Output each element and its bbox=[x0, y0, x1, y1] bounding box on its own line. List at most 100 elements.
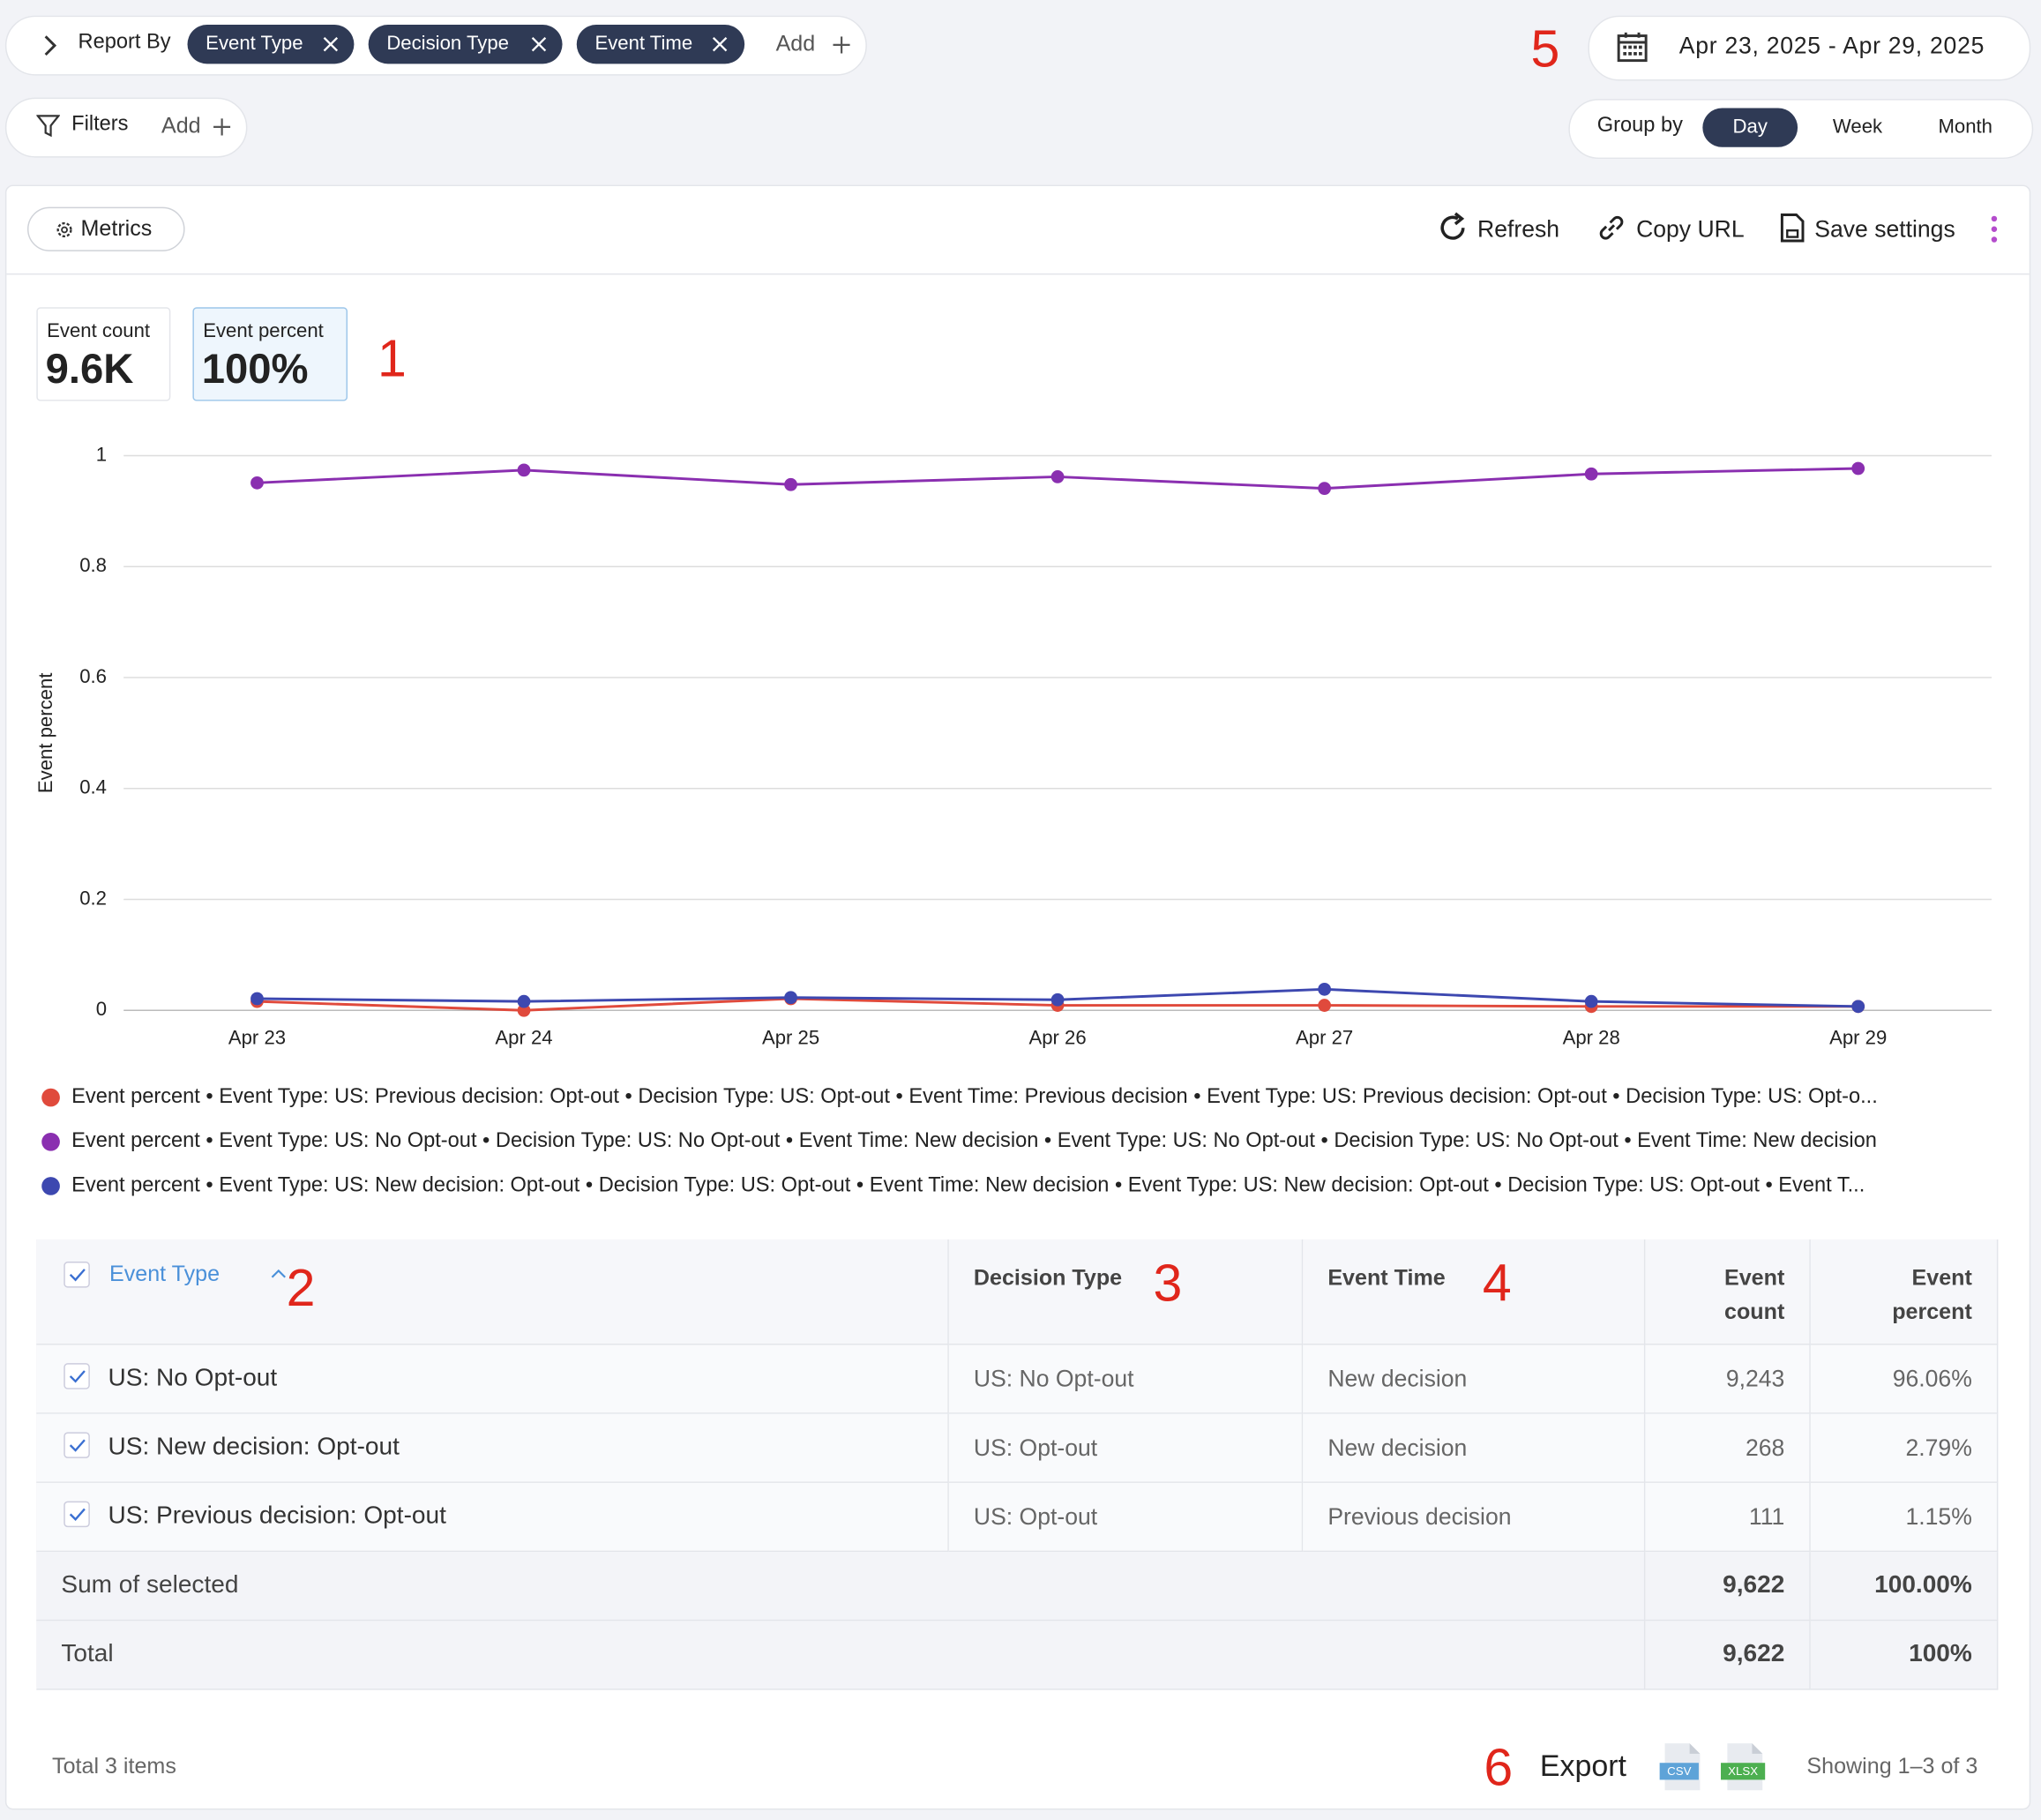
group-by-label: Group by bbox=[1596, 114, 1683, 137]
legend-text: Event percent • Event Type: US: New deci… bbox=[71, 1174, 1865, 1197]
data-point bbox=[517, 994, 531, 1008]
y-tick-label: 0.8 bbox=[79, 554, 107, 576]
data-point bbox=[250, 476, 264, 490]
group-selected[interactable] bbox=[1702, 108, 1798, 147]
report-chip[interactable]: Event Type bbox=[187, 25, 355, 64]
date-range: Apr 23, 2025 - Apr 29, 2025 bbox=[1678, 32, 1985, 59]
date-range-picker[interactable] bbox=[1588, 15, 2031, 81]
csv-export[interactable]: CSV bbox=[1658, 1742, 1705, 1792]
report-chip[interactable]: Event Time bbox=[576, 25, 745, 64]
table-cell: 1.15% bbox=[1810, 1482, 1999, 1553]
report-by-label: Report By bbox=[78, 31, 171, 54]
xlsx-export[interactable]: XLSX bbox=[1720, 1742, 1769, 1792]
legend-swatch bbox=[41, 1088, 60, 1107]
table-cell: US: No Opt-out bbox=[948, 1344, 1304, 1414]
save-settings-button[interactable]: Save settings bbox=[1814, 215, 1955, 243]
expand-icon[interactable] bbox=[41, 34, 60, 57]
filters-label[interactable]: Filters bbox=[71, 113, 129, 136]
annotation: 6 bbox=[1484, 1739, 1514, 1797]
metrics-label: Metrics bbox=[80, 215, 153, 242]
group-option[interactable]: Week bbox=[1832, 116, 1883, 139]
group-option[interactable]: Month bbox=[1938, 116, 1993, 139]
group-option[interactable]: Day bbox=[1732, 116, 1768, 139]
check-mark bbox=[69, 1508, 86, 1521]
table-cell: Total bbox=[36, 1621, 1646, 1690]
table-cell: 111 bbox=[1645, 1482, 1811, 1553]
table-cell: Decision Type bbox=[948, 1239, 1304, 1345]
chip-close[interactable] bbox=[712, 36, 728, 52]
check-mark bbox=[69, 1370, 86, 1383]
data-point bbox=[1318, 999, 1332, 1012]
copy-url-button[interactable]: Copy URL bbox=[1636, 215, 1745, 243]
legend-swatch bbox=[41, 1177, 60, 1195]
kpi-label: Event count bbox=[47, 320, 151, 343]
table-cell: US: New decision: Opt-out bbox=[36, 1413, 949, 1483]
y-axis-label: Event percent bbox=[34, 673, 56, 794]
data-point bbox=[1851, 1000, 1865, 1014]
data-point bbox=[784, 991, 797, 1005]
annotation: 2 bbox=[286, 1260, 316, 1318]
x-tick-label: Apr 23 bbox=[228, 1027, 286, 1049]
table-cell: Previous decision bbox=[1303, 1482, 1646, 1553]
legend-item[interactable]: Event percent • Event Type: US: New deci… bbox=[41, 1164, 1878, 1208]
kpi-card-selected[interactable] bbox=[192, 307, 348, 401]
sort-icon bbox=[271, 1269, 286, 1278]
table-cell: US: Opt-out bbox=[948, 1413, 1304, 1483]
legend: Event percent • Event Type: US: Previous… bbox=[41, 1075, 1878, 1209]
data-point bbox=[1584, 994, 1598, 1008]
table-cell: New decision bbox=[1303, 1344, 1646, 1414]
legend-item[interactable]: Event percent • Event Type: US: Previous… bbox=[41, 1075, 1878, 1120]
table-cell: US: Opt-out bbox=[948, 1482, 1304, 1553]
chip-close[interactable] bbox=[531, 36, 547, 52]
x-tick-label: Apr 25 bbox=[762, 1027, 819, 1049]
save-icon bbox=[1780, 213, 1805, 243]
plus-icon bbox=[833, 36, 850, 54]
row-checkbox[interactable] bbox=[64, 1432, 90, 1458]
export-label: Export bbox=[1539, 1748, 1626, 1783]
more-menu[interactable] bbox=[1989, 213, 2000, 244]
table-cell: Sum of selected bbox=[36, 1552, 1646, 1622]
chip-text: Event Type bbox=[206, 32, 303, 55]
legend-text: Event percent • Event Type: US: No Opt-o… bbox=[71, 1129, 1877, 1153]
legend-item[interactable]: Event percent • Event Type: US: No Opt-o… bbox=[41, 1120, 1878, 1164]
check-mark bbox=[69, 1269, 86, 1282]
refresh-button[interactable]: Refresh bbox=[1477, 215, 1560, 243]
calendar-icon bbox=[1617, 32, 1648, 63]
x-tick-label: Apr 27 bbox=[1296, 1027, 1353, 1049]
data-point bbox=[517, 463, 531, 477]
table-cell: New decision bbox=[1303, 1413, 1646, 1483]
kpi-value: 9.6K bbox=[45, 345, 134, 393]
data-point bbox=[784, 477, 797, 491]
row-checkbox[interactable] bbox=[64, 1363, 90, 1389]
y-tick-label: 0.2 bbox=[79, 887, 107, 909]
y-tick-label: 0 bbox=[96, 998, 107, 1020]
divider bbox=[6, 273, 2030, 275]
total-items: Total 3 items bbox=[52, 1753, 176, 1779]
data-point bbox=[1050, 470, 1065, 483]
legend-text: Event percent • Event Type: US: Previous… bbox=[71, 1085, 1878, 1108]
report-add[interactable]: Add bbox=[775, 31, 816, 56]
report-chip[interactable]: Decision Type bbox=[368, 25, 563, 64]
legend-swatch bbox=[41, 1132, 60, 1151]
table-cell[interactable]: Event Type bbox=[36, 1239, 949, 1345]
data-point bbox=[1584, 467, 1598, 481]
filters-add[interactable]: Add bbox=[161, 113, 201, 139]
x-tick-label: Apr 29 bbox=[1829, 1027, 1887, 1049]
row-checkbox[interactable] bbox=[64, 1501, 90, 1528]
row-checkbox[interactable] bbox=[64, 1262, 90, 1288]
metrics-button[interactable] bbox=[26, 206, 185, 251]
chip-text: Decision Type bbox=[386, 32, 509, 55]
table-cell: 268 bbox=[1645, 1413, 1811, 1483]
table-cell: US: Previous decision: Opt-out bbox=[36, 1482, 949, 1553]
annotation: 4 bbox=[1482, 1255, 1512, 1313]
data-point bbox=[1851, 461, 1865, 476]
line-chart: Event percent 0 0.2 0.4 0.6 0.8 1 Apr 23 Apr 24… bbox=[34, 443, 1992, 1049]
x-tick-label: Apr 28 bbox=[1563, 1027, 1620, 1049]
annotation: 1 bbox=[377, 330, 407, 388]
chip-close[interactable] bbox=[323, 36, 339, 52]
kpi-card[interactable] bbox=[36, 307, 171, 401]
table-cell: Event count bbox=[1645, 1239, 1811, 1345]
table-cell: 100% bbox=[1810, 1621, 1999, 1690]
